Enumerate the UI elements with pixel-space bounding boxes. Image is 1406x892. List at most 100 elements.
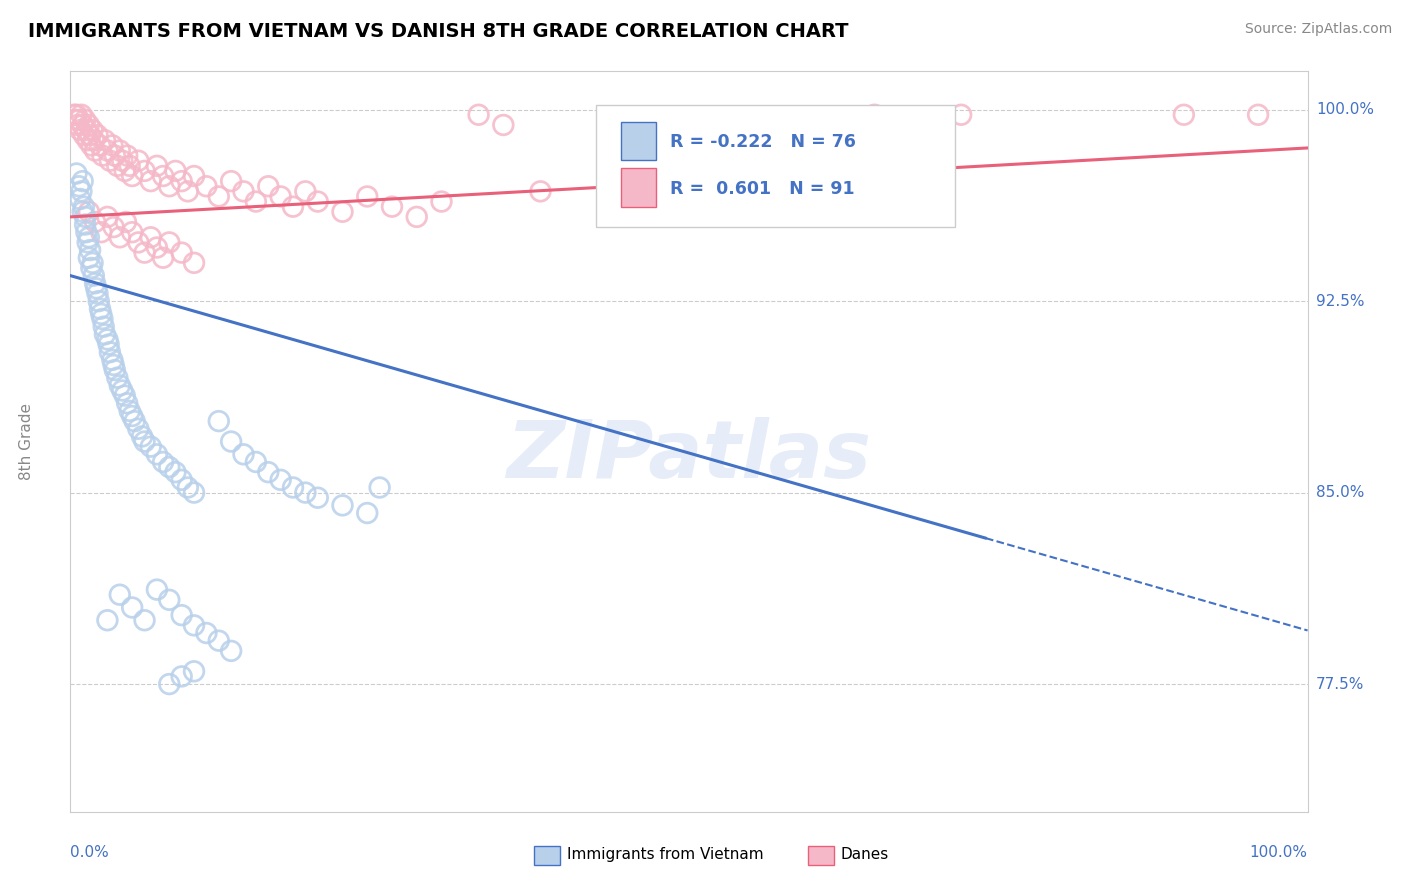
Point bbox=[75, 112, 97, 127]
Point bbox=[90, 225, 112, 239]
Point bbox=[77, 251, 100, 265]
Point bbox=[678, 153, 700, 168]
Point bbox=[467, 108, 489, 122]
Point bbox=[208, 633, 231, 648]
Point bbox=[104, 363, 127, 377]
Point bbox=[356, 506, 378, 520]
Point bbox=[89, 301, 111, 316]
Point bbox=[77, 118, 100, 132]
Point bbox=[152, 455, 174, 469]
Point bbox=[72, 118, 94, 132]
Point bbox=[121, 409, 143, 423]
Point bbox=[98, 153, 121, 168]
Point bbox=[332, 499, 354, 513]
Point bbox=[195, 179, 218, 194]
Point bbox=[245, 455, 267, 469]
Point bbox=[103, 220, 125, 235]
Point bbox=[146, 447, 169, 461]
Point bbox=[67, 179, 90, 194]
Text: R =  0.601   N = 91: R = 0.601 N = 91 bbox=[671, 180, 855, 198]
Point bbox=[118, 159, 141, 173]
Point bbox=[157, 235, 180, 250]
Point bbox=[134, 434, 156, 449]
Point bbox=[208, 189, 231, 203]
Point bbox=[294, 185, 316, 199]
Point bbox=[195, 626, 218, 640]
Point bbox=[96, 210, 118, 224]
Point bbox=[111, 153, 134, 168]
Point bbox=[75, 225, 97, 239]
Point bbox=[170, 669, 193, 683]
Point bbox=[83, 268, 105, 283]
Point bbox=[73, 128, 96, 143]
Point bbox=[90, 307, 112, 321]
Point bbox=[152, 251, 174, 265]
Point bbox=[108, 588, 131, 602]
Point bbox=[529, 185, 551, 199]
Point bbox=[219, 434, 242, 449]
Point bbox=[65, 112, 87, 127]
Point bbox=[108, 230, 131, 244]
Point bbox=[76, 133, 98, 147]
Point bbox=[96, 333, 118, 347]
Point bbox=[115, 396, 138, 410]
Point bbox=[87, 294, 110, 309]
Point bbox=[492, 118, 515, 132]
Point bbox=[139, 440, 162, 454]
Text: 0.0%: 0.0% bbox=[70, 845, 110, 860]
Point bbox=[63, 108, 86, 122]
Point bbox=[69, 123, 91, 137]
Text: 92.5%: 92.5% bbox=[1316, 293, 1364, 309]
Point bbox=[65, 108, 87, 122]
Point bbox=[332, 204, 354, 219]
Point bbox=[177, 481, 200, 495]
Point bbox=[157, 460, 180, 475]
Point bbox=[101, 138, 124, 153]
Point bbox=[93, 319, 115, 334]
Point bbox=[105, 159, 128, 173]
Point bbox=[183, 665, 205, 679]
Point bbox=[127, 153, 149, 168]
Text: R = -0.222   N = 76: R = -0.222 N = 76 bbox=[671, 133, 856, 151]
Point bbox=[70, 108, 93, 122]
Point bbox=[121, 600, 143, 615]
Point bbox=[157, 179, 180, 194]
Point bbox=[381, 200, 404, 214]
Point bbox=[170, 174, 193, 188]
Text: ZIPatlas: ZIPatlas bbox=[506, 417, 872, 495]
Point bbox=[863, 108, 886, 122]
Point bbox=[69, 192, 91, 206]
Point bbox=[165, 164, 187, 178]
Point bbox=[104, 148, 127, 162]
Point bbox=[114, 164, 136, 178]
Point bbox=[79, 243, 101, 257]
Text: IMMIGRANTS FROM VIETNAM VS DANISH 8TH GRADE CORRELATION CHART: IMMIGRANTS FROM VIETNAM VS DANISH 8TH GR… bbox=[28, 22, 849, 41]
Point bbox=[84, 277, 107, 291]
Point bbox=[232, 447, 254, 461]
Point bbox=[80, 260, 103, 275]
FancyBboxPatch shape bbox=[621, 169, 655, 207]
Point bbox=[232, 185, 254, 199]
Point bbox=[105, 370, 128, 384]
Point bbox=[183, 618, 205, 632]
Point bbox=[157, 592, 180, 607]
Point bbox=[96, 144, 118, 158]
Point bbox=[121, 225, 143, 239]
Point bbox=[1173, 108, 1195, 122]
Point bbox=[103, 358, 125, 372]
Point bbox=[183, 485, 205, 500]
Point bbox=[72, 174, 94, 188]
Point bbox=[281, 481, 304, 495]
Text: 8th Grade: 8th Grade bbox=[20, 403, 35, 480]
Point bbox=[270, 473, 292, 487]
Point bbox=[75, 210, 97, 224]
Text: Source: ZipAtlas.com: Source: ZipAtlas.com bbox=[1244, 22, 1392, 37]
Point bbox=[131, 429, 153, 443]
Point bbox=[139, 174, 162, 188]
Point bbox=[94, 133, 117, 147]
Point bbox=[124, 414, 146, 428]
Point bbox=[307, 194, 329, 209]
Point bbox=[98, 345, 121, 359]
Point bbox=[146, 159, 169, 173]
Point bbox=[94, 327, 117, 342]
